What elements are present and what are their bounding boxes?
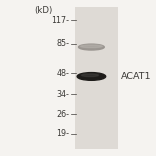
Ellipse shape — [80, 45, 102, 48]
Ellipse shape — [81, 74, 99, 77]
Text: 85-: 85- — [56, 39, 69, 49]
Text: (kD): (kD) — [34, 6, 53, 15]
Text: 19-: 19- — [56, 129, 69, 138]
Ellipse shape — [79, 44, 104, 50]
Ellipse shape — [77, 73, 106, 80]
Text: 34-: 34- — [56, 90, 69, 99]
FancyBboxPatch shape — [75, 7, 118, 149]
Text: 48-: 48- — [56, 69, 69, 78]
Text: 26-: 26- — [56, 110, 69, 119]
Text: ACAT1: ACAT1 — [121, 72, 152, 81]
Text: 117-: 117- — [51, 15, 69, 24]
